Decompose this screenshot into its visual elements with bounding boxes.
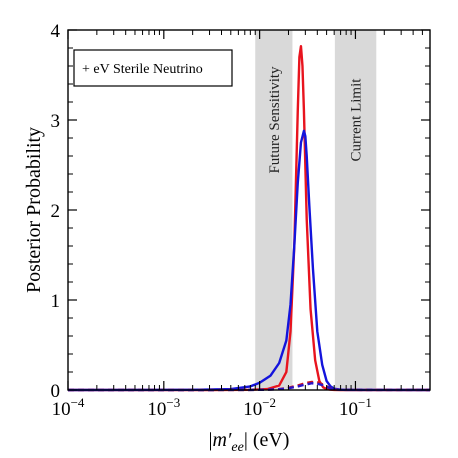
- ticks-layer: 10−4 10−3 10−2 10−1 0 1 2 3 4: [51, 21, 430, 420]
- x-axis-title-suffix: | (eV): [244, 429, 290, 451]
- bands-layer: [255, 30, 377, 390]
- legend-box: + eV Sterile Neutrino: [73, 49, 233, 87]
- legend-text: + eV Sterile Neutrino: [82, 62, 203, 77]
- x-axis-title: |m′ee| (eV): [209, 429, 290, 455]
- x-axis-title-subscript: ee: [231, 440, 243, 455]
- band-0: [255, 30, 293, 390]
- y-tick-label-4: 4: [51, 21, 61, 42]
- y-axis-title: Posterior Probability: [23, 127, 45, 293]
- x-tick-label-1: 10−3: [147, 395, 180, 420]
- band-label-0: Future Sensitivity: [267, 66, 283, 174]
- x-tick-label-2: 10−2: [243, 395, 276, 420]
- y-tick-label-3: 3: [51, 111, 61, 132]
- legend-box-frame: [73, 49, 233, 87]
- y-tick-label-0: 0: [51, 381, 61, 402]
- band-label-1: Current Limit: [349, 78, 365, 162]
- band-1: [334, 30, 377, 390]
- y-tick-label-1: 1: [51, 291, 61, 312]
- y-tick-label-2: 2: [51, 201, 61, 222]
- x-axis-title-prefix: |: [209, 429, 213, 451]
- band-labels-layer: Future Sensitivity Current Limit: [267, 66, 365, 174]
- x-tick-label-3: 10−1: [339, 395, 372, 420]
- x-axis-title-symbol: m′: [213, 429, 232, 451]
- x-tick-label-0: 10−4: [52, 395, 85, 420]
- plot-frame: [67, 29, 431, 391]
